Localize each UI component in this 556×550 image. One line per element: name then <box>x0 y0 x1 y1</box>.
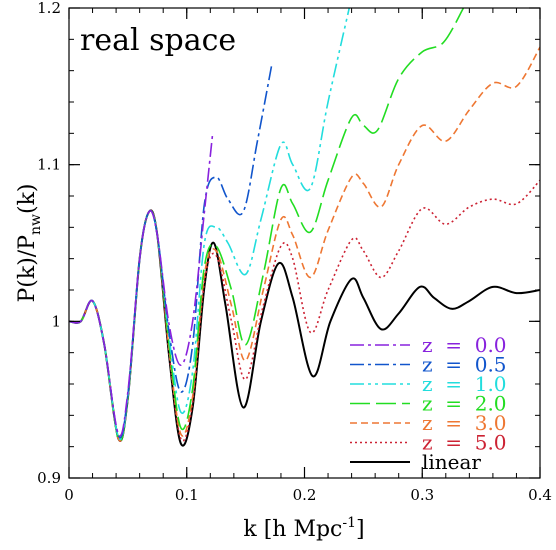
series-line-z0-0 <box>69 133 214 437</box>
chart-annotation: real space <box>80 23 236 58</box>
series-line-z2-0 <box>69 8 465 442</box>
x-tick-label: 0.2 <box>293 486 317 504</box>
legend: z = 0.0z = 0.5z = 1.0z = 2.0z = 3.0z = 5… <box>350 333 507 474</box>
x-axis-label-close: ] <box>356 517 365 542</box>
y-tick-label: 1 <box>51 312 61 330</box>
legend-label: z = 1.0 <box>422 372 507 396</box>
x-tick-label: 0.3 <box>410 486 434 504</box>
y-tick-label: 1.1 <box>37 156 61 174</box>
y-axis-label-sub: nw <box>28 214 44 235</box>
series-line-z0-5 <box>69 65 273 439</box>
y-tick-label: 1.2 <box>37 0 61 17</box>
y-tick-label: 0.9 <box>37 469 61 487</box>
x-axis-label: k [h Mpc-1] <box>243 515 364 542</box>
x-tick-label: 0.1 <box>175 486 199 504</box>
legend-label: z = 3.0 <box>422 411 507 435</box>
y-axis-label-close: (k) <box>15 183 40 214</box>
legend-label: z = 0.0 <box>422 333 507 357</box>
y-axis-label: P(k)/Pnw(k) <box>15 183 44 302</box>
x-axis-label-sup: -1 <box>342 515 356 531</box>
x-tick-label: 0.4 <box>528 486 552 504</box>
legend-label: z = 0.5 <box>422 353 507 377</box>
legend-label: linear <box>422 450 481 474</box>
legend-label: z = 5.0 <box>422 431 507 455</box>
legend-label: z = 2.0 <box>422 392 507 416</box>
series-line-z1-0 <box>69 8 351 441</box>
ticks-layer: 0 0.1 0.2 0.3 0.4 0.9 1 1.1 1.2 <box>37 0 552 504</box>
series-layer <box>69 8 540 447</box>
x-tick-label: 0 <box>64 486 74 504</box>
